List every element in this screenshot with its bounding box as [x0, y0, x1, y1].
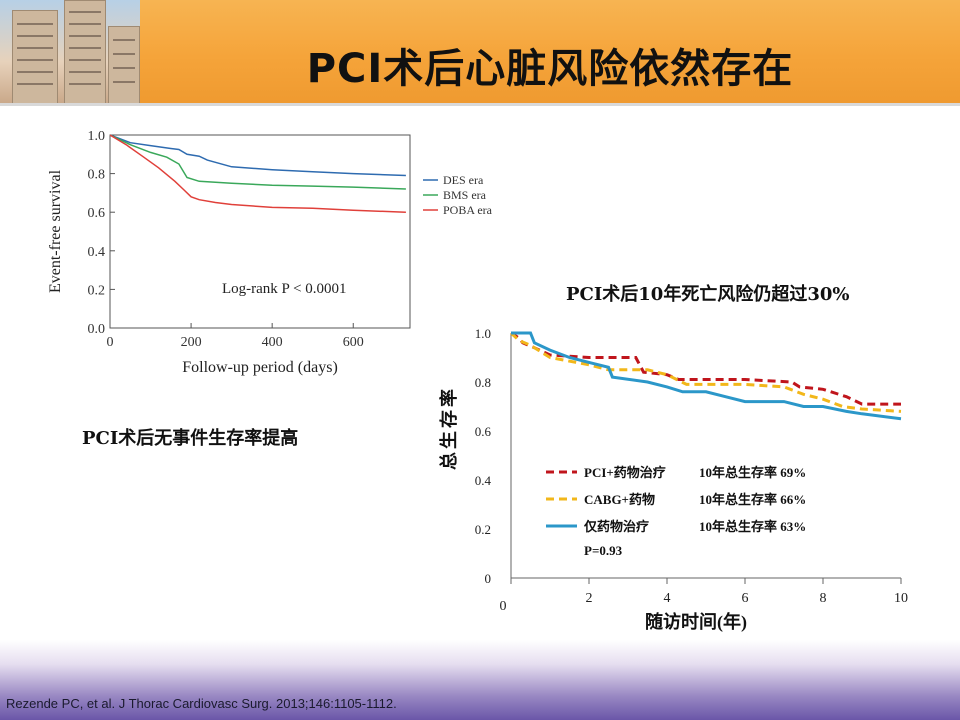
x-tick-label: 400 [262, 335, 283, 350]
event-free-survival-chart: 0.0 0.2 0.4 0.6 0.8 1.0 0 200 400 600 Follow-up pe… [47, 129, 493, 376]
y-axis-label: 总生存率 [438, 386, 459, 470]
y-tick-label: 0.4 [475, 473, 492, 488]
series-line [509, 331, 902, 413]
y-tick-label: 0.4 [88, 245, 106, 260]
legend-label: BMS era [443, 188, 487, 202]
x-tick-label: 10 [894, 591, 908, 606]
y-tick-label: 0.8 [475, 375, 491, 390]
left-chart-caption: PCI术后无事件生存率提高 [82, 428, 299, 449]
x-tick-label: 600 [343, 335, 364, 350]
legend-label: POBA era [443, 203, 493, 217]
series-line [510, 331, 901, 406]
x-tick-label: 0 [107, 335, 114, 350]
legend-label: PCI+药物治疗 [584, 465, 666, 480]
y-tick-label: 0.6 [475, 424, 492, 439]
citation-text: Rezende PC, et al. J Thorac Cardiovasc S… [6, 696, 397, 711]
legend-label: CABG+药物 [584, 492, 655, 507]
legend-label: 仅药物治疗 [583, 519, 649, 534]
slide-footer [0, 640, 960, 720]
x-tick-label: 2 [586, 591, 593, 606]
legend-survival-label: 10年总生存率 69% [699, 465, 806, 480]
x-tick-label: 6 [742, 591, 749, 606]
x-tick-label: 8 [820, 591, 827, 606]
legend-survival-label: 10年总生存率 66% [699, 492, 806, 507]
y-tick-label: 0.8 [88, 168, 106, 183]
x-axis-label: 随访时间(年) [645, 611, 747, 633]
p-value-text: P=0.93 [584, 543, 623, 558]
y-tick-label: 0.6 [88, 206, 106, 221]
y-tick-label: 1.0 [475, 326, 491, 341]
plot-frame [109, 134, 411, 329]
header-divider [0, 103, 960, 106]
annotation-text: Log-rank P < 0.0001 [222, 281, 347, 297]
hospital-building-image [0, 0, 140, 103]
legend-survival-label: 10年总生存率 63% [699, 519, 806, 534]
y-tick-label: 0 [485, 571, 492, 586]
y-tick-label: 0.2 [88, 283, 106, 298]
x-tick-label: 4 [664, 591, 671, 606]
series-line [109, 134, 406, 213]
series-line [109, 134, 406, 177]
y-axis-label: Event-free survival [47, 169, 64, 293]
ten-year-survival-chart: 0 0.2 0.4 0.6 0.8 1.0 0 2 4 6 8 10 随访时间(年) 总生存率 PCI+药物… [438, 326, 908, 633]
x-axis-label: Follow-up period (days) [182, 359, 338, 376]
slide-header: PCI术后心脏风险依然存在 [0, 0, 960, 103]
page-title: PCI术后心脏风险依然存在 [306, 46, 794, 92]
series-line [109, 134, 406, 190]
x-tick-label: 0 [500, 599, 507, 614]
right-chart-caption: PCI术后10年死亡风险仍超过30% [566, 284, 850, 305]
legend-label: DES era [443, 173, 484, 187]
y-tick-label: 0.0 [88, 322, 106, 337]
y-tick-label: 1.0 [88, 129, 106, 144]
y-tick-label: 0.2 [475, 522, 491, 537]
x-tick-label: 200 [181, 335, 202, 350]
series-line [511, 331, 902, 421]
